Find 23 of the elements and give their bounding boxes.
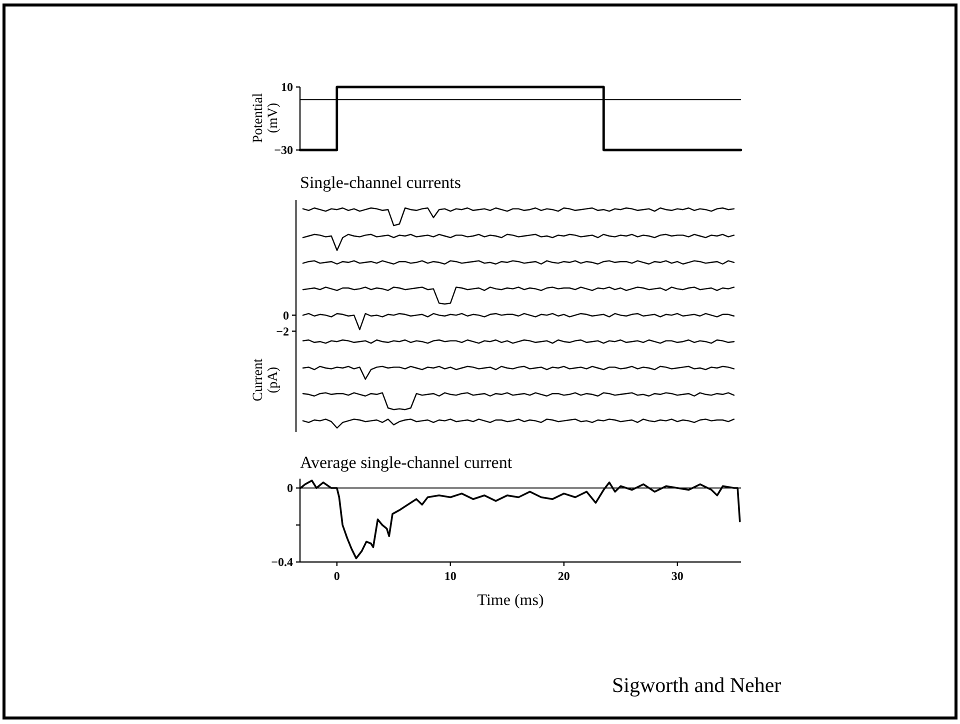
line-series xyxy=(302,392,735,410)
line-series xyxy=(302,313,735,330)
text: Sigworth and Neher xyxy=(612,673,782,697)
y-tick-label: −0.4 xyxy=(271,555,293,570)
y-tick-label: 0 xyxy=(287,481,293,496)
chart-title: Single-channel currents xyxy=(300,173,461,192)
y-axis-title: Current (pA) xyxy=(251,358,281,402)
x-axis-title: Time (ms) xyxy=(477,592,544,609)
x-tick-label: 30 xyxy=(671,569,684,583)
chart-title: Average single-channel current xyxy=(300,453,512,472)
y-tick-label: −2 xyxy=(276,324,289,338)
y-tick-label: −30 xyxy=(274,143,293,158)
x-tick-label: 10 xyxy=(444,569,456,583)
line-series xyxy=(302,366,735,380)
y-tick-label: 0 xyxy=(283,308,289,322)
x-tick-label: 20 xyxy=(558,569,570,583)
line-series xyxy=(302,234,735,251)
line-series xyxy=(302,207,735,226)
y-tick-label: 10 xyxy=(281,80,293,94)
line-series xyxy=(302,418,735,429)
line-series xyxy=(302,286,735,305)
y-axis-title: Potential (mV) xyxy=(251,93,281,143)
x-tick-label: 0 xyxy=(334,569,340,583)
